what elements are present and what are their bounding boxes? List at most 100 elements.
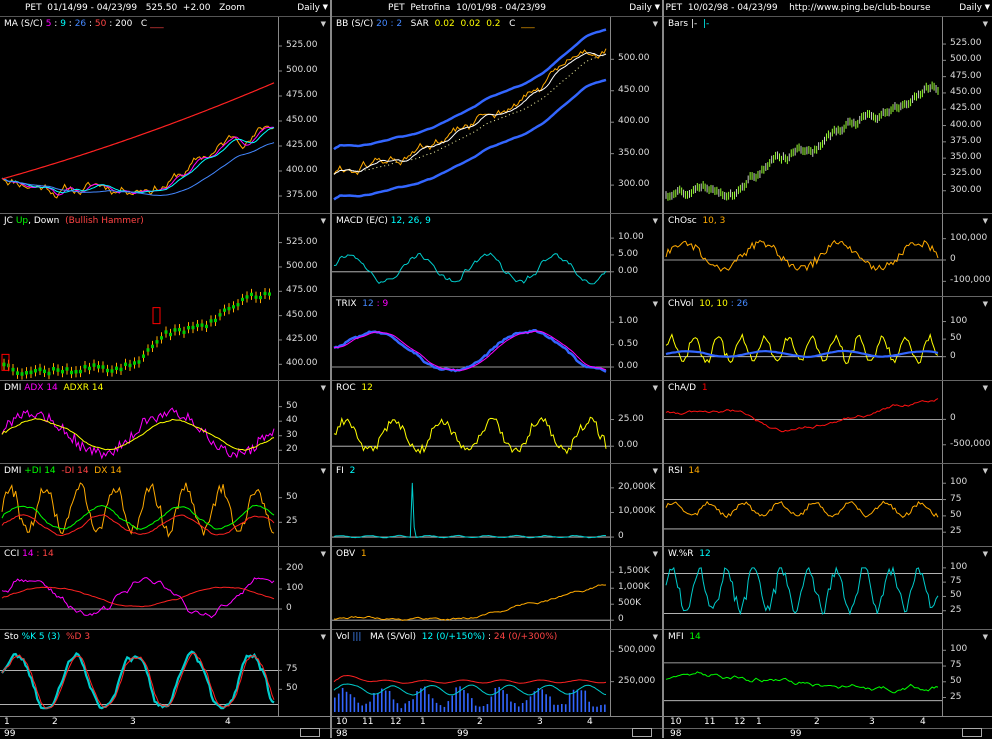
panel-title[interactable]: ChA/D 1 [668, 383, 708, 393]
cci-panel[interactable]: 200 100 0 CCI 14 : 14 ▼ [0, 547, 330, 630]
volume-bar [572, 689, 575, 712]
bollinger-panel[interactable]: 500.00 450.00 400.00 350.00 300.00 BB (S/C) 2… [332, 17, 662, 214]
panel-title[interactable]: Bars |- |- [668, 19, 709, 29]
panel-title[interactable]: CCI 14 : 14 [4, 549, 54, 559]
period-selector[interactable]: Daily [297, 3, 320, 13]
panel-title[interactable]: Sto %K 5 (3) %D 3 [4, 632, 90, 642]
chaikin-oscillator-panel[interactable]: 100,000 0 -100,000 ChOsc 10, 3 ▼ [664, 214, 992, 297]
panel-title[interactable]: OBV 1 [336, 549, 367, 559]
panel-title-part: -DI 14 [55, 466, 89, 476]
panel-menu-icon[interactable]: ▼ [982, 384, 988, 392]
panel-title[interactable]: MFI 14 [668, 632, 701, 642]
panel-menu-icon[interactable]: ▼ [982, 20, 988, 28]
panel-title[interactable]: JC Up, Down (Bullish Hammer) [4, 216, 144, 226]
candle-body [182, 330, 186, 334]
panel-menu-icon[interactable]: ▼ [652, 633, 658, 641]
y-tick-label: 0 [950, 350, 956, 361]
obv-panel[interactable]: 1,500K 1,000K 500K 0 OBV 1 ▼ [332, 547, 662, 630]
panel-menu-icon[interactable]: ▼ [982, 550, 988, 558]
panel-title[interactable]: MA (S/C) 5 : 9 : 26 : 50 : 200 C ___ [4, 19, 164, 29]
stochastic-panel[interactable]: 75 50 Sto %K 5 (3) %D 3 ▼ [0, 630, 330, 717]
panel-title-part: CCI [4, 549, 23, 559]
trix-panel[interactable]: 1.00 0.50 0.00 TRIX 12 : 9 ▼ [332, 297, 662, 381]
volume-bar [470, 698, 473, 712]
scroll-control[interactable] [632, 728, 652, 737]
panel-menu-icon[interactable]: ▼ [320, 467, 326, 475]
period-dropdown-icon[interactable]: ▼ [322, 3, 328, 11]
period-dropdown-icon[interactable]: ▼ [984, 3, 990, 11]
dx-line [1, 482, 275, 538]
dmi-adx-panel[interactable]: 50 40 30 20 DMI ADX 14 ADXR 14 ▼ [0, 381, 330, 464]
panel-menu-icon[interactable]: ▼ [320, 550, 326, 558]
mfi-panel[interactable]: 100 75 50 25 MFI 14 ▼ [664, 630, 992, 717]
panel-menu-icon[interactable]: ▼ [982, 467, 988, 475]
period-dropdown-icon[interactable]: ▼ [654, 3, 660, 11]
panel-title[interactable]: Vol ||| MA (S/Vol) 12 (0/+150%) : 24 (0/… [336, 632, 557, 642]
jc-chart [1, 242, 282, 380]
panel-menu-icon[interactable]: ▼ [320, 384, 326, 392]
panel-title[interactable]: ChVol 10, 10 : 26 [668, 299, 748, 309]
chaikin-volatility-panel[interactable]: 100 50 0 ChVol 10, 10 : 26 ▼ [664, 297, 992, 381]
macd-panel[interactable]: 10.00 5.00 0.00 MACD (E/C) 12, 26, 9 ▼ [332, 214, 662, 297]
candle-body [29, 370, 33, 375]
panel-menu-icon[interactable]: ▼ [652, 467, 658, 475]
column-title: PET 10/02/98 - 04/23/99 http://www.ping.… [665, 3, 931, 13]
volume-panel[interactable]: 500,000 250,000 Vol ||| MA (S/Vol) 12 (0/+… [332, 630, 662, 717]
period-selector[interactable]: Daily [959, 3, 982, 13]
panel-title[interactable]: DMI +DI 14 -DI 14 DX 14 [4, 466, 122, 476]
panel-menu-icon[interactable]: ▼ [652, 300, 658, 308]
chaikin-ad-panel[interactable]: 0 -500,000 ChA/D 1 ▼ [664, 381, 992, 464]
panel-menu-icon[interactable]: ▼ [982, 217, 988, 225]
panel-menu-icon[interactable]: ▼ [982, 633, 988, 641]
jc-panel[interactable]: 525.00 500.00 475.00 450.00 425.00 400.00 JC U… [0, 214, 330, 381]
scroll-control[interactable] [962, 728, 982, 737]
panel-title-part: 26 [74, 19, 87, 29]
rsi-panel[interactable]: 100 75 50 25 RSI 14 ▼ [664, 464, 992, 547]
volume-bar [596, 706, 598, 712]
ma-panel[interactable]: 525.00 500.00 475.00 450.00 425.00 400.00 375.… [0, 17, 330, 214]
panel-menu-icon[interactable]: ▼ [320, 633, 326, 641]
column-divider[interactable] [662, 0, 664, 738]
column-divider[interactable] [330, 0, 332, 738]
panel-title[interactable]: RSI 14 [668, 466, 700, 476]
bars-panel[interactable]: 525.00 500.00 475.00 450.00 425.00 400.00 375.… [664, 17, 992, 214]
panel-title[interactable]: TRIX 12 : 9 [336, 299, 388, 309]
panel-title[interactable]: FI 2 [336, 466, 355, 476]
dmi-di-panel[interactable]: 50 25 DMI +DI 14 -DI 14 DX 14 ▼ [0, 464, 330, 547]
sto-chart [0, 650, 282, 710]
panel-title[interactable]: W.%R 12 [668, 549, 711, 559]
panel-title[interactable]: BB (S/C) 20 : 2 SAR 0.02 0.02 0.2 C ___ [336, 19, 535, 29]
force-index-panel[interactable]: 20,000K 10,000K 0 FI 2 ▼ [332, 464, 662, 547]
panel-title[interactable]: ChOsc 10, 3 [668, 216, 725, 226]
panel-menu-icon[interactable]: ▼ [652, 20, 658, 28]
candle-body [160, 336, 163, 340]
panel-title[interactable]: ROC 12 [336, 383, 373, 393]
column-header[interactable]: PET 10/02/98 - 04/23/99 http://www.ping.… [664, 0, 992, 17]
candle-body [236, 303, 240, 307]
panel-title[interactable]: DMI ADX 14 ADXR 14 [4, 383, 103, 393]
period-selector[interactable]: Daily [629, 3, 652, 13]
panel-menu-icon[interactable]: ▼ [982, 300, 988, 308]
panel-menu-icon[interactable]: ▼ [320, 20, 326, 28]
panel-menu-icon[interactable]: ▼ [652, 550, 658, 558]
williams-r-panel[interactable]: 100 75 50 25 W.%R 12 ▼ [664, 547, 992, 630]
x-axis-label: 4 [225, 717, 231, 727]
panel-title[interactable]: MACD (E/C) 12, 26, 9 [336, 216, 431, 226]
column-header[interactable]: PET 01/14/99 - 04/23/99 525.50 +2.00 Zoo… [0, 0, 330, 17]
panel-title-part: : [485, 632, 494, 642]
candle-body [164, 330, 168, 334]
column-header[interactable]: PET Petrofina 10/01/98 - 04/23/99 Daily … [332, 0, 662, 17]
panel-menu-icon[interactable]: ▼ [320, 217, 326, 225]
y-tick-label: 475.00 [950, 70, 982, 81]
roc-panel[interactable]: 25.00 0.00 ROC 12 ▼ [332, 381, 662, 464]
panel-title-part: C [132, 19, 151, 29]
scroll-control[interactable] [300, 728, 320, 737]
panel-menu-icon[interactable]: ▼ [652, 384, 658, 392]
volume-bar [408, 701, 410, 712]
volume-bar [604, 704, 606, 712]
panel-menu-icon[interactable]: ▼ [652, 217, 658, 225]
y-tick-label: 500.00 [618, 53, 650, 64]
volume-bar [439, 705, 442, 712]
volume-bar [424, 686, 426, 712]
y-tick-label: 30 [286, 429, 298, 440]
